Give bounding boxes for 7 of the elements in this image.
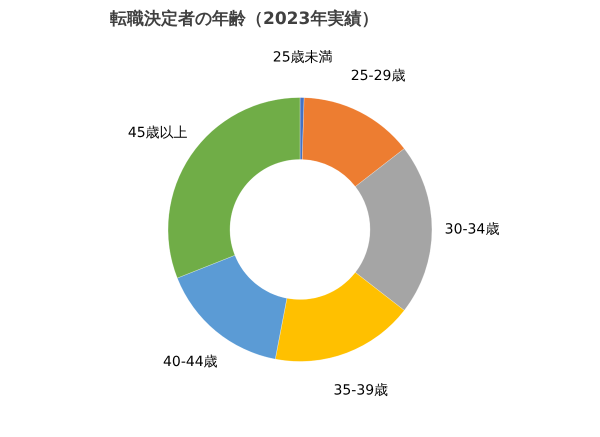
- slice-label: 40-44歳: [163, 354, 218, 370]
- slice-label: 45歳以上: [128, 124, 188, 141]
- slice-label: 25歳未満: [272, 50, 333, 66]
- slice-label: 30-34歳: [444, 222, 500, 238]
- slice-label: 35-39歳: [333, 382, 388, 398]
- chart-title: 転職決定者の年齢（2023年実績）: [109, 9, 378, 29]
- slice-label: 25-29歳: [350, 68, 406, 84]
